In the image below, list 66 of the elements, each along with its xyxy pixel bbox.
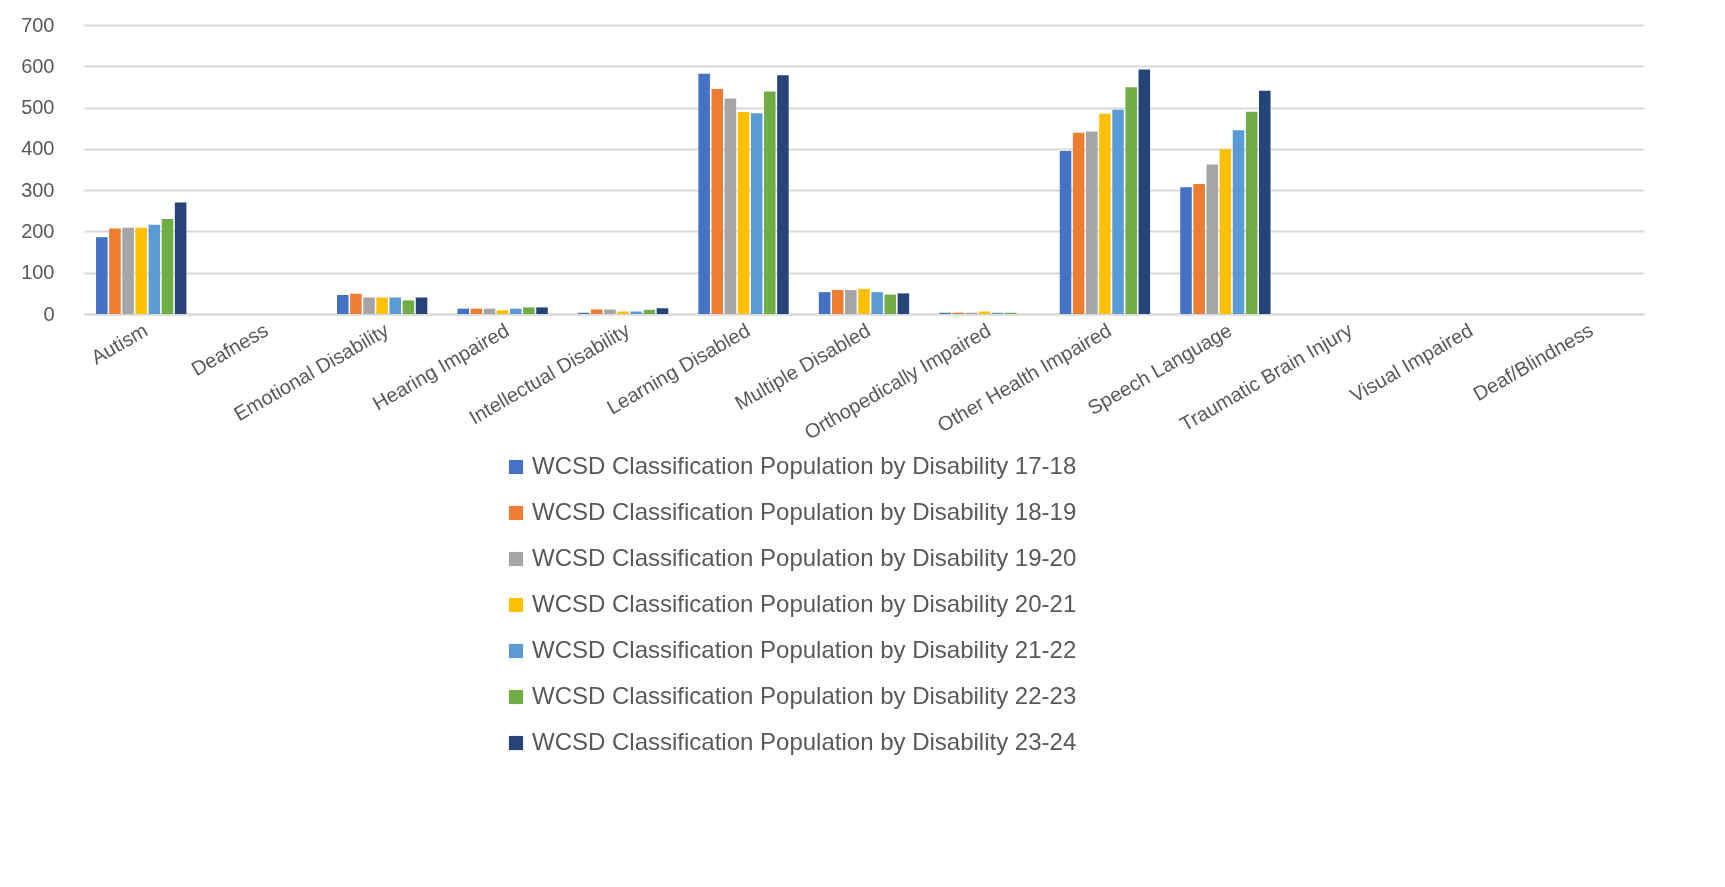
legend-label: WCSD Classification Population by Disability 18-19 <box>532 498 1077 525</box>
bar <box>1259 90 1271 314</box>
y-tick-label: 500 <box>21 96 55 119</box>
bar <box>1072 132 1085 314</box>
y-tick-label: 200 <box>21 219 55 242</box>
y-tick-label: 700 <box>21 13 55 36</box>
bar <box>389 297 402 314</box>
bar <box>350 293 362 314</box>
bar <box>496 310 509 314</box>
bar <box>764 91 776 314</box>
bar <box>1206 164 1219 314</box>
bar <box>1059 150 1072 314</box>
bar <box>656 308 669 314</box>
bar <box>1219 149 1232 314</box>
bar <box>1086 131 1098 314</box>
legend-label: WCSD Classification Population by Disability 17-18 <box>532 452 1077 479</box>
bar <box>737 112 750 314</box>
bar <box>135 227 147 314</box>
y-tick-label: 600 <box>21 54 55 77</box>
bar <box>871 292 883 314</box>
bar <box>698 73 710 314</box>
bar <box>1112 109 1124 314</box>
bar <box>1125 87 1137 314</box>
y-tick-label: 100 <box>21 261 55 284</box>
bar <box>884 294 897 314</box>
bar <box>161 219 174 314</box>
bar <box>845 290 857 314</box>
bar <box>604 309 616 314</box>
bar <box>818 292 831 314</box>
bar <box>711 88 724 314</box>
bar <box>1180 187 1192 314</box>
legend-label: WCSD Classification Population by Disability 23-24 <box>532 728 1077 755</box>
bar <box>122 227 134 314</box>
legend-label: WCSD Classification Population by Disability 22-23 <box>532 682 1077 709</box>
bar <box>509 308 522 314</box>
bar <box>376 297 388 314</box>
legend-label: WCSD Classification Population by Disability 21-22 <box>532 636 1077 663</box>
bar <box>523 307 535 314</box>
bar <box>750 113 763 314</box>
bar <box>336 295 349 314</box>
bar <box>858 288 870 314</box>
bar <box>1138 69 1151 314</box>
y-tick-label: 400 <box>21 137 55 160</box>
bar <box>174 202 187 314</box>
y-tick-label: 300 <box>21 178 55 201</box>
bar <box>96 237 108 314</box>
bar <box>536 307 548 314</box>
bar <box>363 297 375 314</box>
bar <box>148 224 161 314</box>
bar <box>724 98 737 314</box>
y-tick-label: 0 <box>43 302 55 325</box>
bar <box>1193 183 1205 314</box>
bar <box>643 309 656 314</box>
bar <box>402 300 415 314</box>
bar <box>831 290 844 314</box>
bar <box>109 228 121 314</box>
legend-label: WCSD Classification Population by Disability 20-21 <box>532 590 1077 617</box>
bar <box>1099 113 1111 314</box>
bar <box>1232 130 1245 314</box>
bar <box>457 308 469 314</box>
legend-label: WCSD Classification Population by Disability 19-20 <box>532 544 1077 571</box>
bar <box>591 309 603 314</box>
bar <box>1245 111 1258 314</box>
bar <box>897 293 910 314</box>
bar <box>415 297 428 314</box>
bar <box>777 75 789 314</box>
